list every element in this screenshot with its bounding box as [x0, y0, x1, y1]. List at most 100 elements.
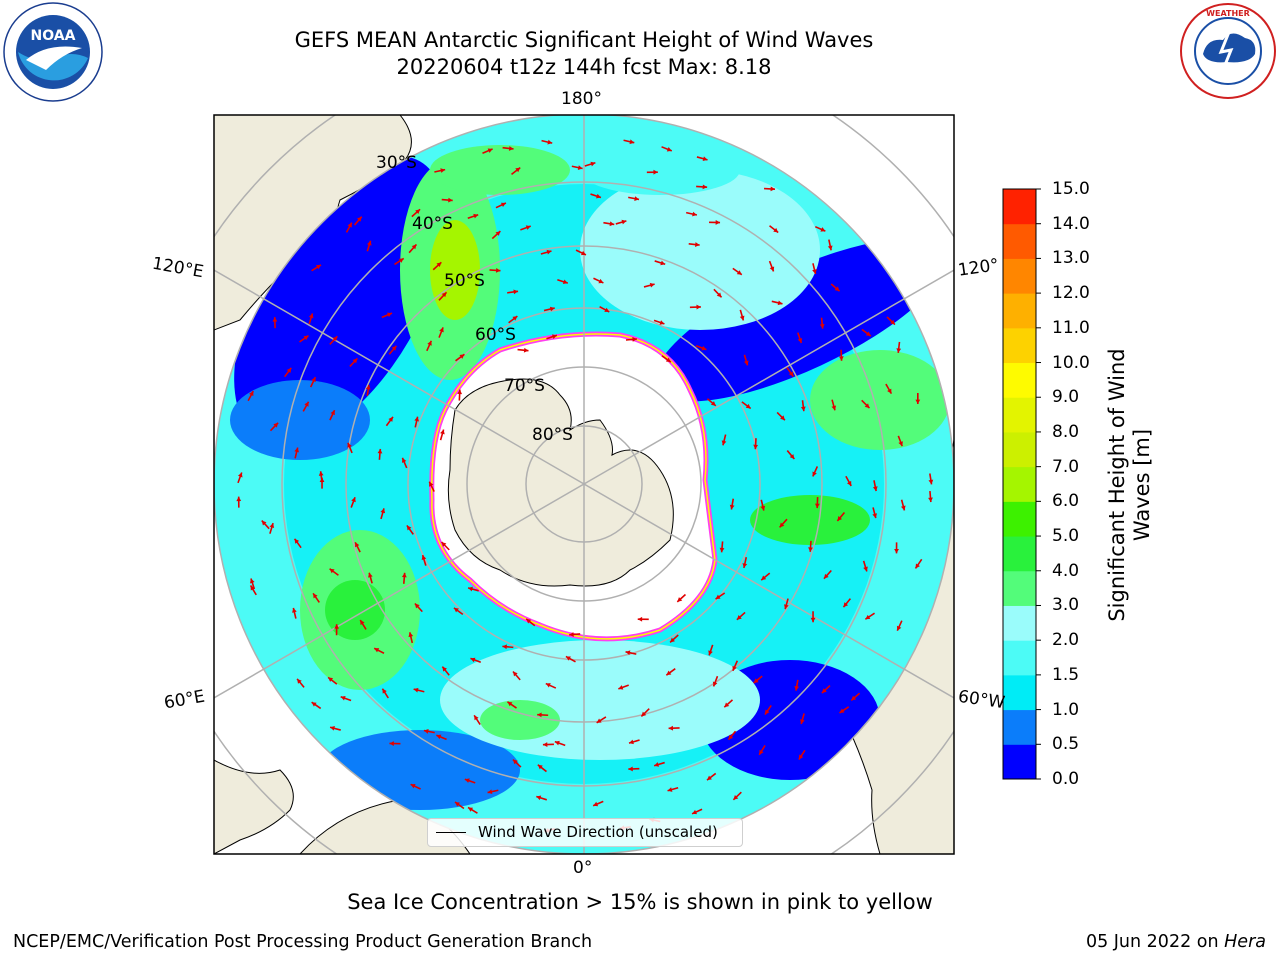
wind-arrow-head — [577, 165, 583, 170]
wind-arrow-head — [500, 202, 506, 208]
colorbar-tick-label: 12.0 — [1052, 283, 1090, 304]
wind-arrow-head — [625, 650, 631, 656]
wind-arrow-head — [487, 789, 493, 794]
wind-arrow-head — [470, 657, 476, 663]
wind-arrow-head — [316, 264, 321, 270]
wind-arrow-head — [736, 615, 742, 620]
wind-arrow-head — [898, 441, 903, 447]
wind-arrow-head — [743, 360, 749, 366]
wind-arrow-head — [820, 227, 826, 232]
wind-arrow-head — [779, 522, 785, 528]
colorbar-swatch — [1003, 640, 1036, 676]
wind-arrow-head — [696, 304, 701, 310]
wind-arrow-head — [537, 712, 542, 718]
wind-arrow-head — [773, 227, 779, 233]
wind-arrow-head — [716, 292, 722, 298]
lat-label-80s: 80°S — [532, 425, 573, 445]
wind-arrow-head — [649, 282, 655, 288]
wind-arrow-head — [398, 258, 404, 263]
footer-date-text: 05 Jun 2022 on — [1085, 932, 1225, 952]
wind-arrow-head — [719, 547, 725, 553]
wind-arrow-head — [865, 331, 871, 337]
wind-arrow-head — [777, 300, 783, 306]
wind-arrow-head — [814, 503, 820, 509]
wind-arrow-head — [436, 734, 442, 740]
wind-arrow-head — [692, 211, 697, 217]
wind-arrow-head — [427, 340, 432, 346]
wind-arrow-head — [728, 734, 734, 740]
wind-arrow-head — [554, 740, 560, 746]
wind-arrow-head — [440, 168, 446, 173]
wind-arrow-head — [272, 317, 278, 322]
wind-arrow-head — [780, 415, 785, 421]
noaa-logo: NOAA — [3, 2, 103, 102]
wind-arrow-head — [292, 607, 297, 613]
wind-arrow-head — [708, 650, 713, 656]
wind-arrow-head — [355, 542, 360, 548]
wind-arrow-head — [440, 429, 445, 435]
sea-ice-note: Sea Ice Concentration > 15% is shown in … — [347, 890, 933, 914]
wind-arrow-head — [590, 161, 596, 167]
colorbar-frame — [1002, 188, 1037, 780]
wind-arrow-head — [294, 447, 299, 453]
wind-arrow-head — [702, 156, 708, 162]
wind-arrow-head — [839, 708, 845, 713]
wind-arrow-head — [797, 338, 803, 343]
wind-arrow-head — [526, 618, 532, 624]
wind-arrow-head — [736, 270, 742, 275]
wind-arrow-head — [365, 384, 371, 390]
wind-arrow-head — [352, 358, 358, 364]
wind-arrow-head — [330, 726, 335, 731]
wind-arrow-head — [641, 711, 647, 717]
wind-arrow-head — [819, 324, 825, 329]
colorbar-swatch — [1003, 744, 1036, 780]
wind-arrow-head — [311, 377, 316, 383]
wind-arrow-head — [753, 678, 759, 684]
wind-arrow-head — [487, 148, 493, 153]
colorbar-tick-label: 1.5 — [1052, 664, 1080, 685]
wind-arrow-head — [495, 231, 501, 236]
wind-arrow-head — [536, 795, 542, 801]
colorbar-swatch — [1003, 189, 1036, 225]
colorbar — [1002, 188, 1041, 780]
colorbar-swatch — [1003, 397, 1036, 433]
wind-arrow-head — [347, 442, 352, 448]
wind-arrow-head — [515, 167, 521, 173]
wind-arrow-head — [421, 555, 427, 561]
wind-direction-arrows — [236, 139, 934, 833]
wind-arrow-head — [250, 578, 255, 584]
colorbar-swatch — [1003, 536, 1036, 572]
wind-arrow-head — [286, 367, 292, 373]
wind-arrow-head — [366, 240, 372, 246]
wind-arrow-head — [769, 266, 775, 272]
map-legend: Wind Wave Direction (unscaled) — [427, 818, 743, 847]
wind-arrow-head — [865, 614, 871, 620]
colorbar-tick-label: 11.0 — [1052, 317, 1090, 338]
wind-arrow-head — [414, 603, 420, 609]
wind-arrow-head — [800, 719, 805, 725]
nws-logo: WEATHER — [1180, 3, 1276, 99]
wind-arrow-head — [665, 357, 671, 363]
colorbar-tick-label: 10.0 — [1052, 352, 1090, 373]
colorbar-tick-label: 0.5 — [1052, 734, 1080, 755]
colorbar-swatch — [1003, 605, 1036, 641]
wind-arrow-head — [330, 410, 335, 416]
colorbar-swatch — [1003, 501, 1036, 537]
footer-date: 05 Jun 2022 on Hera — [1086, 932, 1266, 952]
wind-arrow-head — [382, 688, 387, 694]
lon-label-0: 0° — [573, 858, 593, 878]
wind-arrow-head — [414, 416, 420, 422]
wind-arrow-head — [464, 778, 470, 783]
colorbar-tick-label: 2.0 — [1052, 630, 1080, 651]
wind-arrow-head — [236, 496, 242, 502]
wind-arrow-head — [513, 289, 519, 295]
wind-arrow-head — [368, 572, 373, 578]
wind-arrow-head — [502, 644, 507, 650]
colorbar-tick-label: 0.0 — [1052, 769, 1080, 789]
wind-arrow-head — [377, 448, 383, 454]
wind-arrow-head — [429, 481, 434, 487]
wind-arrow-head — [308, 313, 314, 319]
wind-arrow-head — [507, 701, 513, 707]
wind-arrow-head — [621, 219, 627, 225]
wind-arrow-head — [666, 147, 672, 152]
